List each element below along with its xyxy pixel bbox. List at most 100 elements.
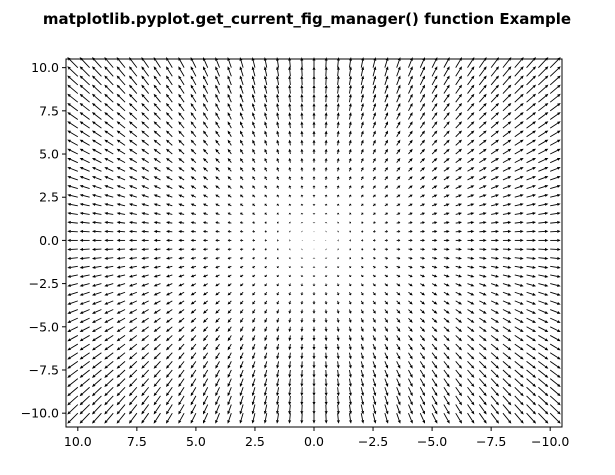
- quiver-arrow: [455, 112, 463, 120]
- quiver-arrow: [165, 283, 173, 287]
- quiver-arrow: [502, 369, 512, 378]
- quiver-arrow: [264, 157, 268, 163]
- quiver-arrow: [165, 203, 173, 207]
- quiver-arrow: [467, 369, 475, 378]
- quiver-arrow: [455, 212, 463, 216]
- quiver-arrow: [538, 84, 549, 94]
- quiver-arrow: [490, 317, 500, 323]
- quiver-arrow: [420, 203, 426, 207]
- quiver-arrow: [312, 84, 316, 94]
- quiver-arrow: [549, 75, 561, 86]
- quiver-arrow: [227, 369, 232, 378]
- quiver-arrow: [141, 84, 150, 94]
- quiver-arrow: [215, 317, 220, 323]
- quiver-arrow: [264, 274, 268, 278]
- quiver-arrow: [324, 387, 328, 397]
- quiver-arrow: [215, 167, 220, 172]
- quiver-arrow: [526, 404, 537, 415]
- quiver-arrow: [153, 130, 161, 138]
- quiver-arrow: [252, 274, 256, 278]
- quiver-arrow: [141, 102, 149, 112]
- quiver-arrow: [264, 300, 268, 305]
- quiver-arrow: [538, 369, 549, 378]
- quiver-arrow: [141, 412, 150, 424]
- quiver-arrow: [526, 247, 537, 251]
- quiver-arrow: [264, 352, 268, 360]
- quiver-arrow: [300, 112, 304, 120]
- quiver-arrow: [215, 75, 220, 86]
- quiver-arrow: [396, 335, 401, 342]
- quiver-arrow: [502, 335, 512, 342]
- quiver-arrow: [153, 283, 161, 287]
- quiver-arrow: [79, 229, 90, 233]
- quiver-arrow: [479, 317, 487, 323]
- quiver-arrow: [227, 387, 232, 397]
- quiver-arrow: [396, 274, 401, 278]
- quiver-arrow: [276, 66, 280, 77]
- quiver-arrow: [348, 292, 352, 296]
- quiver-arrow: [116, 212, 126, 216]
- quiver-arrow: [165, 238, 173, 242]
- quiver-arrow: [128, 317, 138, 323]
- quiver-arrow: [455, 309, 463, 314]
- quiver-arrow: [479, 229, 487, 233]
- quiver-arrow: [514, 203, 524, 207]
- quiver-arrow: [239, 221, 244, 225]
- quiver-arrow: [165, 130, 173, 138]
- quiver-arrow: [79, 202, 90, 207]
- quiver-arrow: [336, 203, 340, 207]
- quiver-arrow: [128, 75, 138, 86]
- quiver-arrow: [276, 387, 280, 397]
- quiver-arrow: [67, 93, 79, 103]
- quiver-arrow: [288, 75, 292, 85]
- quiver-arrow: [67, 412, 79, 424]
- quiver-arrow: [300, 300, 304, 305]
- quiver-arrow: [178, 395, 185, 406]
- quiver-arrow: [312, 121, 316, 129]
- quiver-arrow: [396, 395, 401, 406]
- quiver-arrow: [227, 75, 232, 86]
- quiver-arrow: [336, 343, 340, 351]
- quiver-arrow: [116, 167, 126, 172]
- quiver-arrow: [79, 247, 90, 251]
- quiver-arrow: [312, 212, 316, 215]
- quiver-arrow: [372, 343, 376, 351]
- quiver-arrow: [431, 194, 438, 198]
- quiver-arrow: [263, 84, 268, 94]
- quiver-arrow: [396, 326, 401, 333]
- quiver-arrow: [502, 274, 512, 278]
- quiver-arrow: [202, 185, 208, 189]
- quiver-arrow: [141, 93, 150, 103]
- quiver-arrow: [79, 378, 90, 388]
- quiver-arrow: [349, 212, 352, 215]
- quiver-arrow: [264, 326, 268, 333]
- quiver-arrow: [360, 291, 364, 296]
- quiver-arrow: [384, 157, 389, 163]
- quiver-arrow: [324, 404, 328, 415]
- quiver-arrow: [467, 93, 475, 103]
- quiver-arrow: [153, 395, 161, 406]
- quiver-arrow: [443, 230, 450, 234]
- quiver-arrow: [67, 238, 78, 242]
- quiver-arrow: [104, 247, 114, 251]
- quiver-arrow: [288, 274, 292, 278]
- quiver-arrow: [455, 387, 463, 397]
- quiver-arrow: [252, 157, 256, 163]
- quiver-arrow: [153, 326, 161, 333]
- quiver-arrow: [396, 157, 401, 163]
- quiver-arrow: [419, 404, 426, 415]
- quiver-arrow: [153, 167, 161, 172]
- quiver-arrow: [227, 283, 232, 287]
- quiver-arrow: [91, 102, 102, 112]
- quiver-arrow: [190, 265, 197, 269]
- quiver-arrow: [467, 283, 475, 287]
- quiver-arrow: [538, 309, 549, 314]
- quiver-arrow: [165, 326, 173, 333]
- quiver-arrow: [277, 256, 279, 260]
- quiver-arrow: [190, 230, 196, 234]
- quiver-arrow: [239, 317, 244, 323]
- quiver-arrow: [408, 194, 413, 198]
- quiver-arrow: [264, 361, 268, 369]
- quiver-arrow: [490, 66, 500, 77]
- quiver-arrow: [384, 221, 389, 225]
